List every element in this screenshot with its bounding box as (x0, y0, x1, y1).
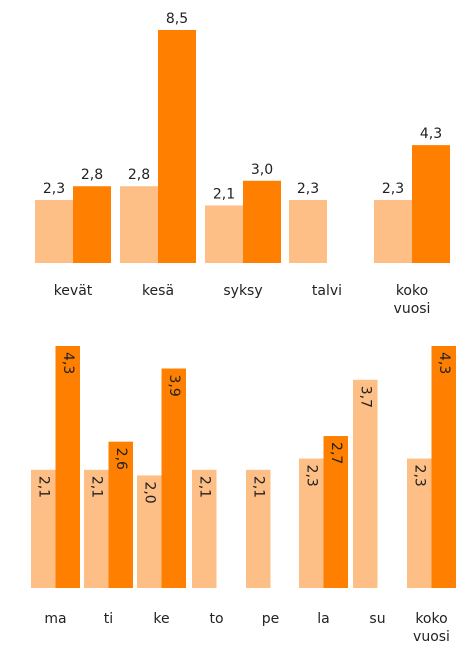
bar (158, 30, 196, 263)
value-label: 2,1 (250, 476, 266, 498)
bar (120, 186, 158, 263)
bar (407, 458, 432, 588)
bar (161, 368, 186, 588)
bar (299, 458, 324, 588)
bar (431, 346, 456, 588)
value-label: 2,8 (81, 167, 103, 183)
bar (137, 475, 162, 588)
x-tick-label: ma (44, 611, 66, 627)
value-label: 2,1 (213, 186, 235, 202)
value-label: 2,3 (411, 465, 427, 487)
value-label: 2,3 (43, 181, 65, 197)
value-label: 4,3 (60, 352, 76, 374)
value-label: 3,7 (357, 386, 373, 408)
x-tick-label: to (209, 611, 223, 627)
value-label: 2,1 (88, 476, 104, 498)
value-label: 4,3 (420, 126, 442, 142)
value-label: 2,3 (297, 181, 319, 197)
x-tick-label: ke (153, 611, 169, 627)
x-tick-label: talvi (312, 283, 342, 299)
bar (192, 469, 217, 588)
x-tick-label: su (369, 611, 385, 627)
value-label: 4,3 (436, 352, 452, 374)
bar (205, 205, 243, 263)
bar (108, 441, 133, 588)
x-tick-label: la (317, 611, 329, 627)
x-tick-label: syksy (223, 283, 262, 299)
value-label: 2,6 (113, 448, 129, 470)
bar (246, 469, 271, 588)
bar (84, 469, 109, 588)
value-label: 3,0 (251, 162, 273, 178)
value-label: 2,7 (328, 442, 344, 464)
bar (323, 436, 348, 588)
bar (289, 199, 327, 263)
x-tick-label: pe (262, 611, 280, 627)
value-label: 8,5 (166, 11, 188, 27)
x-tick-label: koko vuosi (413, 611, 450, 645)
x-tick-label: koko vuosi (394, 283, 431, 317)
value-label: 2,1 (196, 476, 212, 498)
bar (353, 379, 378, 588)
value-label: 2,0 (141, 481, 157, 503)
x-tick-label: kesä (142, 283, 174, 299)
bar (73, 186, 111, 263)
value-label: 2,3 (303, 465, 319, 487)
x-tick-label: kevät (54, 283, 93, 299)
value-label: 2,8 (128, 167, 150, 183)
value-label: 2,3 (382, 181, 404, 197)
x-tick-label: ti (104, 611, 113, 627)
bar (374, 199, 412, 263)
value-label: 2,1 (35, 476, 51, 498)
bar (412, 145, 450, 263)
bar (243, 180, 281, 263)
bar (55, 346, 80, 588)
bar (35, 199, 73, 263)
value-label: 3,9 (166, 375, 182, 397)
bar (31, 469, 56, 588)
